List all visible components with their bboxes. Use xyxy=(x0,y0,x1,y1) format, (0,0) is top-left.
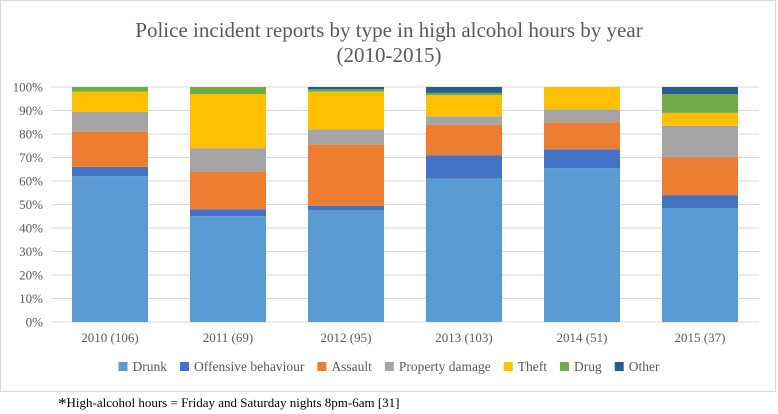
bar-segment xyxy=(544,149,620,169)
y-tick-label: 100% xyxy=(13,80,44,95)
y-tick-label: 70% xyxy=(19,150,43,165)
footnote-marker: * xyxy=(58,394,67,413)
y-tick-label: 80% xyxy=(19,127,43,142)
bar-segment xyxy=(72,111,148,132)
legend-item: Other xyxy=(614,359,660,374)
bar-segment xyxy=(662,157,738,196)
y-tick-label: 50% xyxy=(19,197,43,212)
bar-segment xyxy=(72,131,148,167)
bars xyxy=(72,87,738,322)
bar-segment xyxy=(426,116,502,125)
legend-item: Property damage xyxy=(384,359,491,374)
legend-item: Drunk xyxy=(118,359,168,374)
bar-segment xyxy=(190,171,266,210)
bar-segment xyxy=(662,112,738,126)
bar-segment xyxy=(72,91,148,112)
bar-segment xyxy=(544,122,620,150)
bar-segment xyxy=(426,92,502,96)
bar-segment xyxy=(426,87,502,93)
y-tick-label: 20% xyxy=(19,268,43,283)
x-tick-label: 2011 (69) xyxy=(203,330,253,345)
bar-segment xyxy=(72,176,148,322)
bar-segment xyxy=(544,168,620,322)
y-tick-label: 30% xyxy=(19,244,43,259)
y-tick-label: 60% xyxy=(19,174,43,189)
legend-label: Drug xyxy=(574,359,602,374)
y-tick-label: 90% xyxy=(19,103,43,118)
bar-segment xyxy=(544,109,620,123)
bar-segment xyxy=(190,87,266,95)
chart-title-line-1: Police incident reports by type in high … xyxy=(135,18,642,42)
y-tick-label: 0% xyxy=(26,315,44,330)
bar-segment xyxy=(662,195,738,209)
x-tick-label: 2015 (37) xyxy=(675,330,726,345)
legend-label: Offensive behaviour xyxy=(194,359,305,374)
legend-label: Other xyxy=(629,359,660,374)
stacked-bar-chart: Police incident reports by type in high … xyxy=(13,18,759,374)
bar-segment xyxy=(662,208,738,322)
x-tick-label: 2012 (95) xyxy=(321,330,372,345)
legend-item: Offensive behaviour xyxy=(180,359,305,374)
bar-segment xyxy=(308,91,384,130)
bar-segment xyxy=(662,87,738,95)
legend-swatch xyxy=(559,362,569,371)
bar-segment xyxy=(662,94,738,113)
legend-label: Assault xyxy=(331,359,372,374)
legend-swatch xyxy=(614,362,624,371)
y-tick-label: 40% xyxy=(19,221,43,236)
legend-label: Drunk xyxy=(133,359,168,374)
legend-item: Assault xyxy=(317,359,372,374)
bar-segment xyxy=(190,94,266,149)
bar-segment xyxy=(308,144,384,206)
footnote-text: High-alcohol hours = Friday and Saturday… xyxy=(66,395,400,410)
bar-segment xyxy=(308,205,384,211)
bar-segment xyxy=(72,166,148,177)
chart-frame: Police incident reports by type in high … xyxy=(0,0,776,392)
legend-item: Drug xyxy=(559,359,602,374)
bar-segment xyxy=(662,125,738,158)
legend-item: Theft xyxy=(503,359,547,374)
footnote: *High-alcohol hours = Friday and Saturda… xyxy=(58,394,400,414)
bar-segment xyxy=(308,129,384,145)
y-axis-ticks: 0% 10% 20% 30% 40% 50% 60% 70% 80% 90% 100% xyxy=(13,80,44,330)
legend-swatch xyxy=(384,362,394,371)
legend-swatch xyxy=(118,362,128,371)
x-axis-ticks: 2010 (106) 2011 (69) 2012 (95) 2013 (103) 20… xyxy=(81,330,725,345)
bar-segment xyxy=(308,210,384,322)
bar-segment xyxy=(190,216,266,322)
bar-segment xyxy=(190,209,266,217)
x-tick-label: 2010 (106) xyxy=(81,330,138,345)
bar-segment xyxy=(426,124,502,156)
bar-segment xyxy=(426,155,502,179)
bar-segment xyxy=(544,87,620,110)
bar-segment xyxy=(426,95,502,117)
legend-swatch xyxy=(317,362,327,371)
bar-segment xyxy=(190,148,266,172)
legend-label: Property damage xyxy=(399,359,491,374)
legend-label: Theft xyxy=(518,359,547,374)
gridlines xyxy=(51,86,759,323)
legend-swatch xyxy=(503,362,513,371)
bar-segment xyxy=(72,87,148,92)
bar-segment xyxy=(308,87,384,90)
bar-segment xyxy=(308,89,384,92)
x-tick-label: 2013 (103) xyxy=(435,330,492,345)
bar-segment xyxy=(426,178,502,322)
legend-swatch xyxy=(180,362,190,371)
chart-title-line-2: (2010-2015) xyxy=(337,43,442,67)
x-tick-label: 2014 (51) xyxy=(557,330,608,345)
legend: Drunk Offensive behaviour Assault Property … xyxy=(118,359,660,374)
y-tick-label: 10% xyxy=(19,291,43,306)
